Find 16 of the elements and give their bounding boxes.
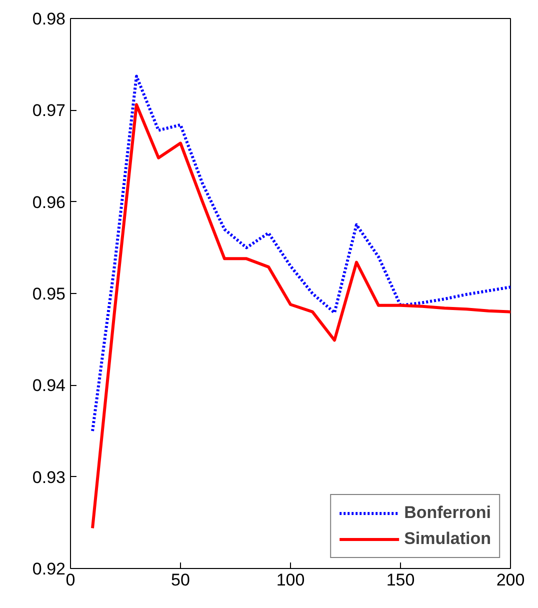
legend-label: Bonferroni xyxy=(404,503,491,523)
x-tick-label: 0 xyxy=(66,570,76,590)
x-tick-label: 150 xyxy=(386,570,415,590)
legend-label: Simulation xyxy=(404,529,491,549)
x-tick-label: 50 xyxy=(171,570,190,590)
y-tick-label: 0.92 xyxy=(32,560,66,578)
y-tick-label: 0.98 xyxy=(32,10,66,28)
y-tick-label: 0.96 xyxy=(32,192,66,212)
y-tick-label: 0.95 xyxy=(32,284,66,304)
x-tick-label: 200 xyxy=(496,570,525,590)
x-tick-label: 100 xyxy=(276,570,305,590)
y-tick-label: 0.94 xyxy=(32,376,66,396)
y-tick-label: 0.97 xyxy=(32,101,66,120)
line-series xyxy=(91,74,510,432)
y-tick-label: 0.93 xyxy=(32,468,66,487)
line-series xyxy=(91,103,510,530)
